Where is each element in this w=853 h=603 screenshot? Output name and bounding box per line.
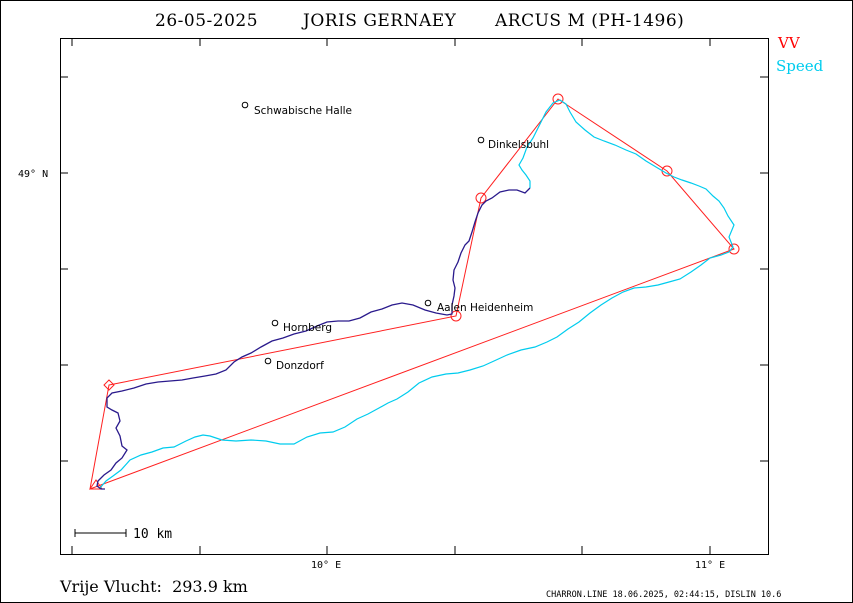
lon-ticks (71, 38, 711, 554)
glider-name: ARCUS M (PH-1496) (494, 11, 684, 31)
finish-triangle (89, 479, 103, 490)
turnpoint-circle (552, 93, 564, 105)
task-polygon (89, 98, 735, 490)
start-diamond (103, 379, 115, 391)
towns: Schwabische Halle Dinkelsbuhl Aalen Heid… (241, 101, 549, 372)
turnpoint-circle (475, 192, 487, 204)
town-label: Aalen Heidenheim (437, 302, 533, 314)
scale-bar: 10 km (74, 527, 172, 542)
town-label: Dinkelsbuhl (488, 139, 549, 151)
town-marker-icon (264, 357, 272, 365)
legend-speed: Speed (776, 57, 824, 75)
flight-date: 26-05-2025 (155, 11, 258, 31)
town-aalen-heidenheim: Aalen Heidenheim (424, 299, 533, 314)
town-marker-icon (271, 319, 279, 327)
free-flight-distance: Vrije Vlucht: 293.9 km (59, 577, 248, 596)
town-hornberg: Hornberg (271, 319, 332, 334)
turnpoint-circle (450, 310, 462, 322)
scale-bar-label: 10 km (133, 527, 172, 542)
pilot-name: JORIS GERNAEY (301, 11, 457, 31)
town-dinkelsbuhl: Dinkelsbuhl (477, 136, 549, 151)
town-donzdorf: Donzdorf (264, 357, 324, 372)
speed-track (99, 99, 735, 489)
town-marker-icon (241, 101, 249, 109)
lat-ticks (60, 76, 768, 462)
lon-label-11e: 11° E (695, 560, 725, 571)
lat-label-49n: 49° N (18, 169, 48, 180)
town-label: Donzdorf (276, 360, 324, 372)
footer-credit: CHARRON.LINE 18.06.2025, 02:44:15, DISLI… (546, 590, 781, 600)
legend-vv: VV (777, 34, 801, 52)
town-marker-icon (424, 299, 432, 307)
town-schwabische-halle: Schwabische Halle (241, 101, 352, 117)
climb-track (96, 187, 531, 490)
lon-label-10e: 10° E (311, 560, 341, 571)
turnpoint-circle (728, 243, 740, 255)
plot-frame (60, 38, 769, 555)
turnpoint-markers (89, 93, 740, 490)
town-marker-icon (477, 136, 485, 144)
town-label: Schwabische Halle (254, 105, 352, 117)
town-label: Hornberg (283, 322, 332, 334)
